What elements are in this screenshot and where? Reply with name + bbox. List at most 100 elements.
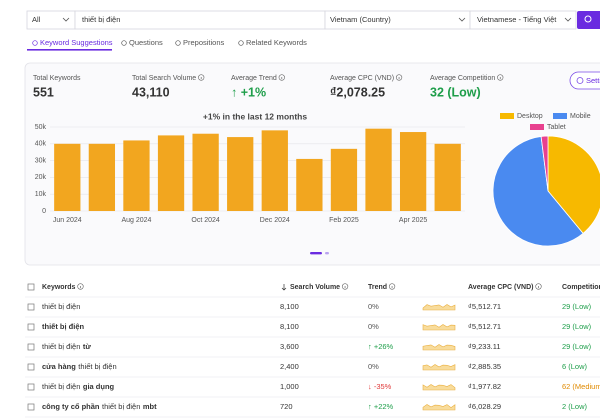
keyword[interactable]: cửa hàng thiết bị điện <box>42 362 117 371</box>
sparkline <box>422 344 456 351</box>
bar[interactable] <box>365 128 392 211</box>
checkbox[interactable] <box>27 343 35 351</box>
stat-label: Total Keywords <box>33 75 81 82</box>
carousel-dot[interactable] <box>325 252 329 255</box>
legend-label: Mobile <box>570 113 591 120</box>
stat-value: 32 (Low) <box>430 85 481 99</box>
settings-label[interactable]: Settings <box>586 76 600 85</box>
trend: 0% <box>368 302 379 311</box>
column-header: Trend <box>368 284 387 291</box>
search-volume: 8,100 <box>280 322 299 331</box>
trend: ↓ -35% <box>368 382 392 391</box>
keyword-part: thiết bị điện <box>78 362 116 371</box>
keyword[interactable]: thiết bị điện <box>42 322 85 331</box>
sparkline <box>422 304 456 311</box>
info-icon <box>497 74 504 81</box>
sort-icon <box>281 284 287 291</box>
carousel-dot[interactable] <box>310 252 322 255</box>
sparkline <box>422 404 456 411</box>
chevron <box>564 17 572 22</box>
bar[interactable] <box>330 148 358 211</box>
chart-title: +1% in the last 12 months <box>203 111 307 121</box>
competition: 62 (Medium) <box>562 382 600 391</box>
y-tick-label: 20k <box>35 174 47 181</box>
checkbox[interactable] <box>27 363 35 371</box>
column-header: Keywords <box>42 284 76 291</box>
search-volume: 2,400 <box>280 362 299 371</box>
column-header: Search Volume <box>290 284 340 291</box>
competition: 29 (Low) <box>562 302 592 311</box>
language-select[interactable] <box>469 10 577 30</box>
search-volume: 8,100 <box>280 302 299 311</box>
keyword-part: thiết bị điện <box>102 402 140 411</box>
chevron <box>62 17 70 22</box>
tab-icon <box>32 40 38 46</box>
keyword[interactable]: thiết bị điện gia dụng <box>42 382 115 391</box>
stat-value: 551 <box>33 85 54 99</box>
tab[interactable]: Prepositions <box>183 38 225 47</box>
active-tab-underline <box>27 49 112 51</box>
cpc: ₫6,028.29 <box>468 402 501 411</box>
tab[interactable]: Questions <box>129 38 163 47</box>
info-icon <box>278 74 285 81</box>
competition: 2 (Low) <box>562 402 588 411</box>
keyword[interactable]: thiết bị điện <box>42 302 80 311</box>
bar[interactable] <box>192 133 219 211</box>
bar[interactable] <box>88 143 116 211</box>
checkbox[interactable] <box>27 283 35 291</box>
stat-label: Average Competition <box>430 75 495 82</box>
x-tick-label: Aug 2024 <box>121 217 151 224</box>
stat-label: Total Search Volume <box>132 75 196 82</box>
legend-swatch <box>553 113 567 119</box>
info-icon <box>395 74 403 81</box>
column-header: Average CPC (VND) <box>468 284 533 291</box>
y-tick-label: 10k <box>35 191 47 198</box>
cpc: ₫9,233.11 <box>468 342 501 351</box>
pie-slice[interactable] <box>492 135 584 247</box>
bar[interactable] <box>434 143 461 211</box>
pie-slice[interactable] <box>540 135 549 192</box>
country-text: Vietnam (Country) <box>330 15 391 24</box>
sparkline <box>422 384 456 391</box>
keyword-part: thiết bị điện <box>42 322 85 331</box>
x-tick-label: Feb 2025 <box>329 217 359 224</box>
bar[interactable] <box>296 158 323 211</box>
bar[interactable] <box>227 137 254 211</box>
keyword[interactable]: thiết bị điện từ <box>42 342 91 351</box>
checkbox[interactable] <box>27 383 35 391</box>
keyword-part: cửa hàng <box>42 362 76 371</box>
bar[interactable] <box>123 140 150 211</box>
scope-text: All <box>32 15 41 24</box>
x-tick-label: Apr 2025 <box>399 217 428 224</box>
bar[interactable] <box>157 135 185 211</box>
tab[interactable]: Keyword Suggestions <box>40 38 113 47</box>
chevron <box>458 17 466 22</box>
competition: 29 (Low) <box>562 322 592 331</box>
bar[interactable] <box>54 143 81 211</box>
tab[interactable]: Related Keywords <box>246 38 307 47</box>
competition: 29 (Low) <box>562 342 592 351</box>
x-tick-label: Jun 2024 <box>53 217 82 224</box>
info-icon <box>198 74 205 81</box>
cpc: ₫1,977.82 <box>468 382 501 391</box>
cpc: ₫5,512.71 <box>468 302 501 311</box>
info-icon <box>535 283 542 290</box>
x-tick-label: Oct 2024 <box>191 217 220 224</box>
checkbox[interactable] <box>27 323 35 331</box>
settings-icon <box>576 77 584 84</box>
trend: 0% <box>368 322 379 331</box>
checkbox[interactable] <box>27 403 35 411</box>
keyword-part: từ <box>83 342 91 351</box>
column-header: Competition <box>562 284 600 291</box>
keyword[interactable]: công ty cổ phần thiết bị điện mbt <box>42 402 157 411</box>
x-tick-label: Dec 2024 <box>260 217 290 224</box>
keyword-part: thiết bị điện <box>42 382 80 391</box>
settings-button[interactable] <box>569 71 600 90</box>
bar[interactable] <box>261 130 288 211</box>
bar[interactable] <box>399 132 427 211</box>
legend-swatch <box>530 124 544 130</box>
checkbox[interactable] <box>27 303 35 311</box>
search-button[interactable] <box>577 11 600 29</box>
info-icon <box>77 283 84 290</box>
